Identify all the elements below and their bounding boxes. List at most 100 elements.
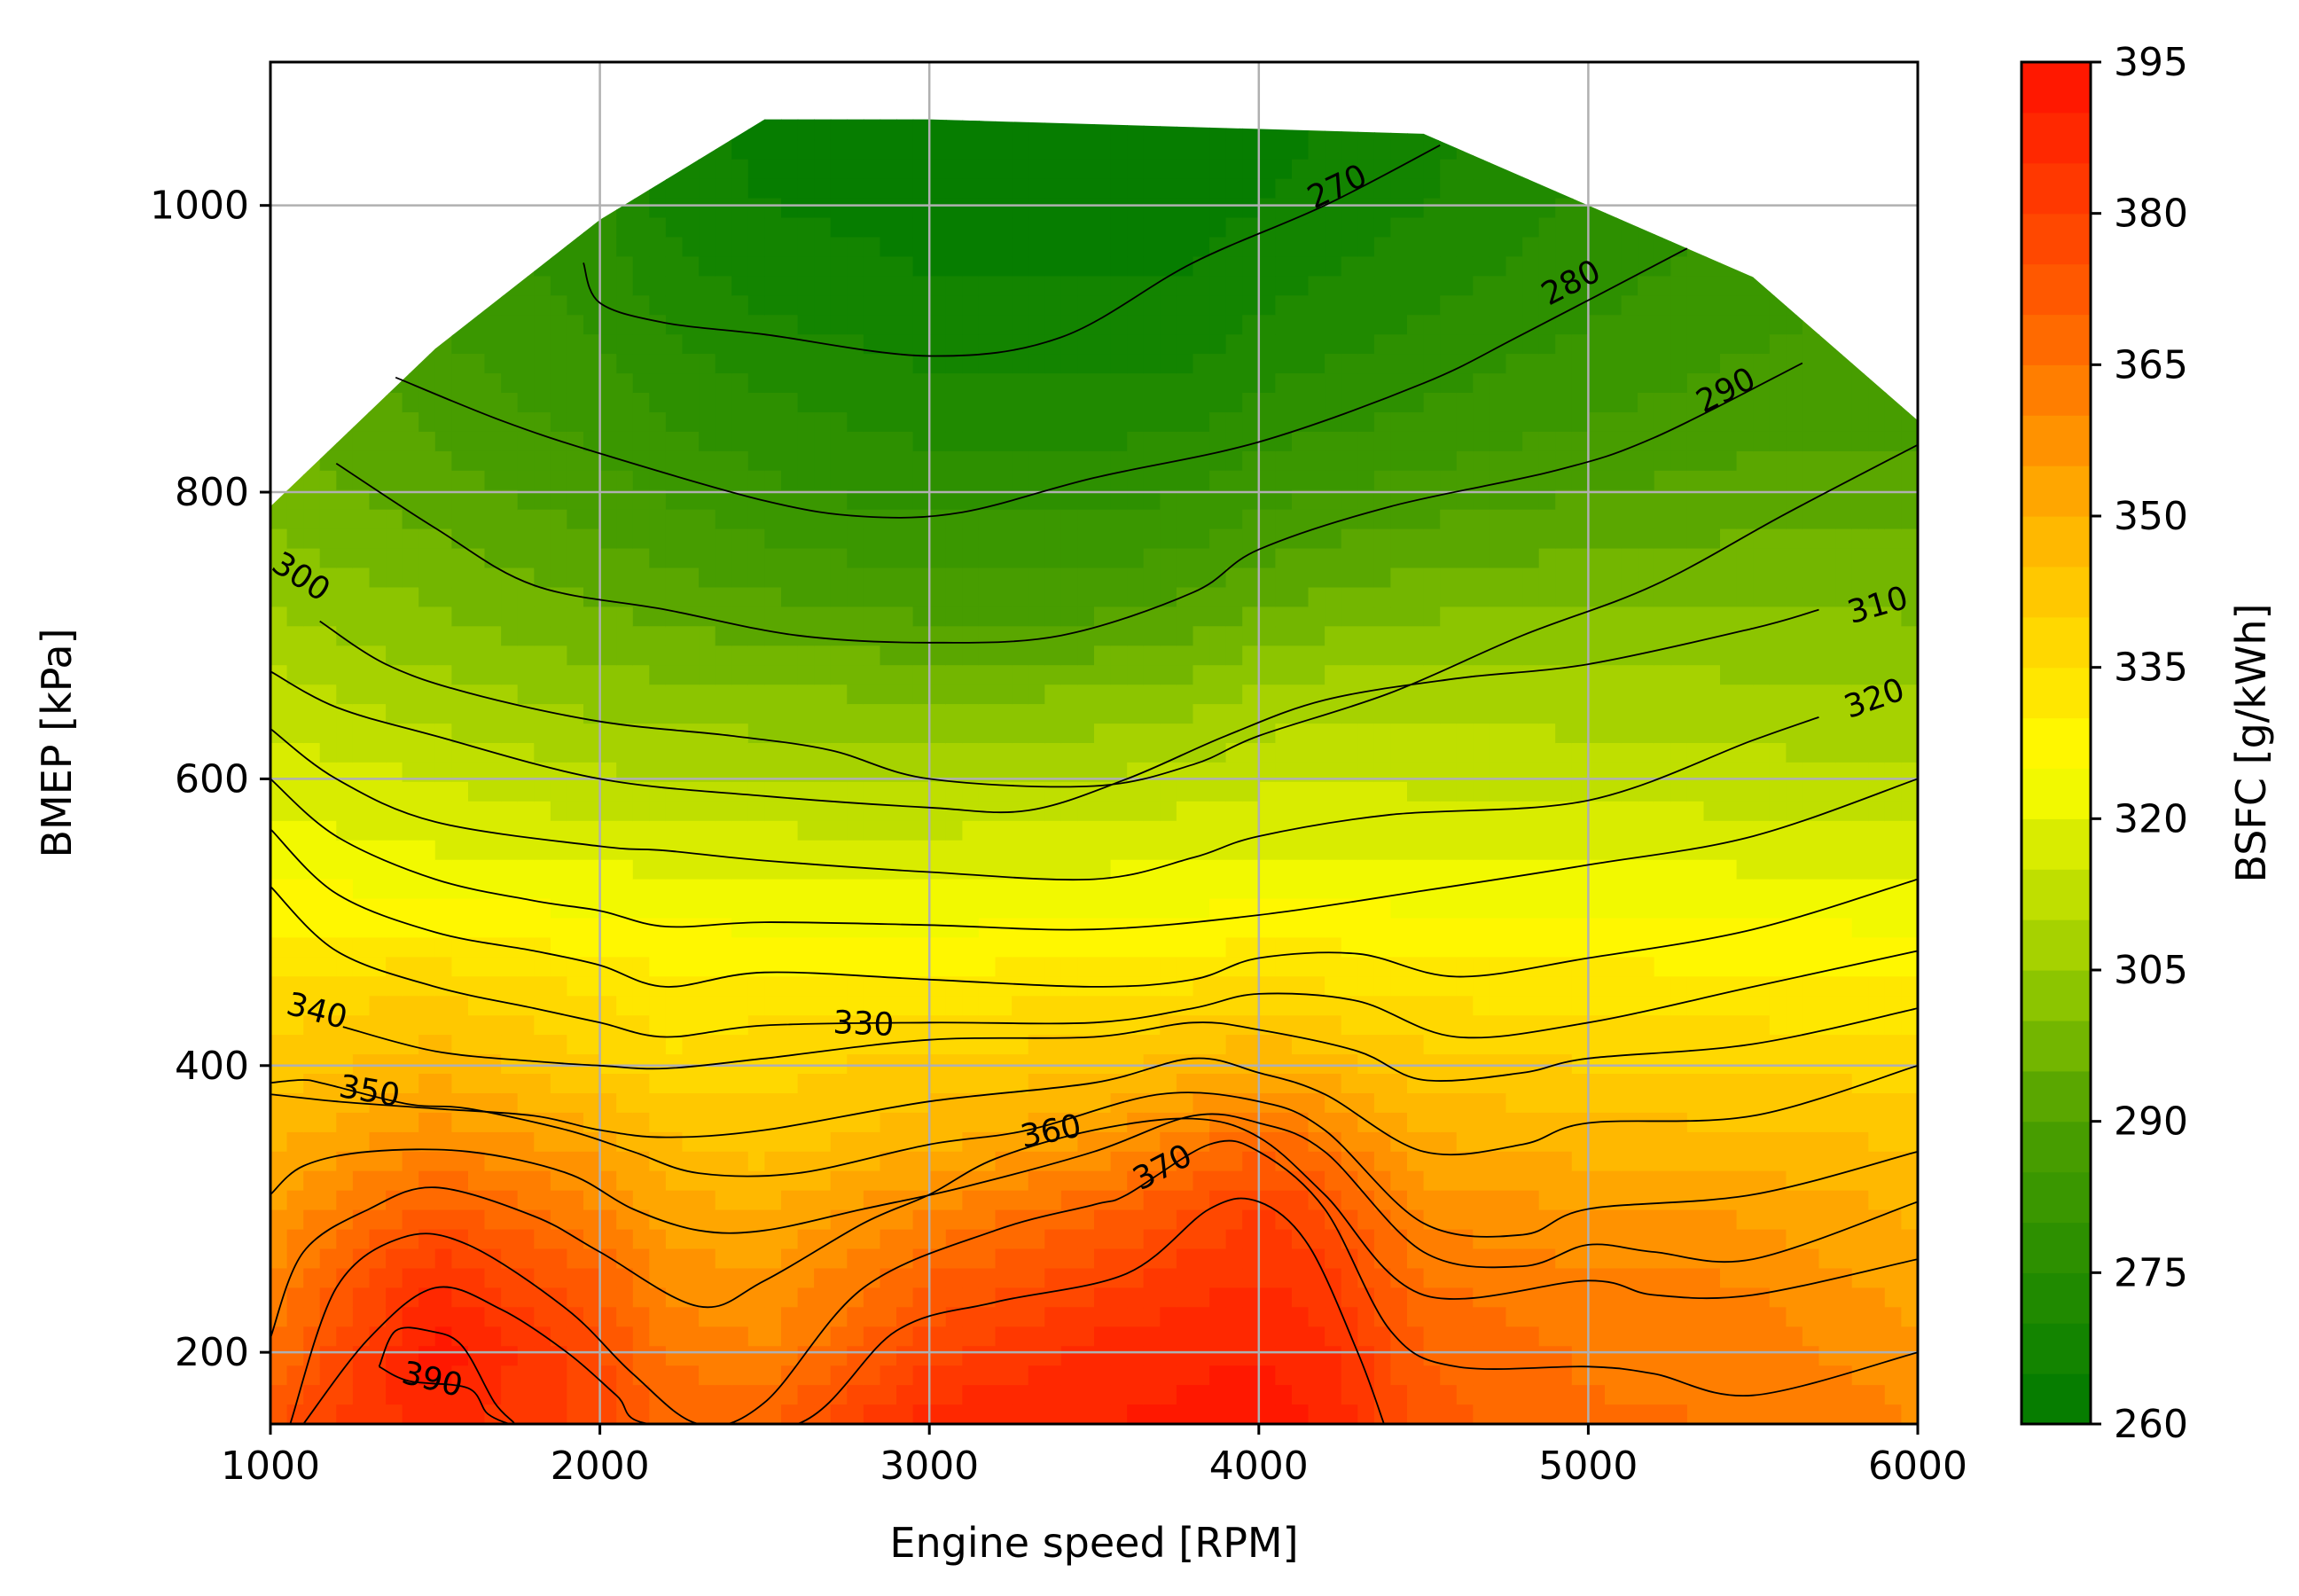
field-cell xyxy=(896,743,914,763)
field-cell xyxy=(352,217,371,239)
field-cell xyxy=(336,665,354,685)
field-cell xyxy=(945,781,964,802)
field-cell xyxy=(1390,1365,1408,1386)
field-cell xyxy=(1242,1326,1260,1347)
field-cell xyxy=(1325,256,1342,278)
field-cell xyxy=(1407,1404,1425,1424)
field-cell xyxy=(1325,276,1342,297)
field-cell xyxy=(1127,315,1145,335)
field-cell xyxy=(797,762,815,783)
field-cell xyxy=(912,528,930,550)
field-cell xyxy=(797,334,815,355)
field-cell xyxy=(484,256,502,278)
field-cell xyxy=(1424,82,1441,102)
field-cell xyxy=(319,470,338,491)
field-cell xyxy=(1160,1151,1177,1172)
field-cell xyxy=(468,840,486,861)
field-cell xyxy=(534,1229,551,1250)
field-cell xyxy=(1308,548,1325,569)
field-cell xyxy=(468,976,486,997)
field-cell xyxy=(912,743,930,763)
field-cell xyxy=(1012,1093,1029,1114)
field-cell xyxy=(1160,1385,1177,1405)
field-cell xyxy=(797,879,815,900)
field-cell xyxy=(1225,334,1243,355)
field-cell xyxy=(632,119,651,121)
field-cell xyxy=(682,1015,700,1036)
field-cell xyxy=(517,120,536,141)
field-cell xyxy=(847,1015,864,1036)
field-cell xyxy=(336,606,354,628)
field-cell xyxy=(1258,393,1277,413)
field-cell xyxy=(682,898,700,919)
field-cell xyxy=(1044,62,1061,82)
field-cell xyxy=(319,587,338,608)
field-cell xyxy=(847,1074,864,1094)
field-cell xyxy=(434,704,453,724)
field-cell xyxy=(517,898,536,919)
field-cell xyxy=(1423,626,1441,646)
field-cell xyxy=(764,62,781,82)
field-cell xyxy=(1077,120,1095,141)
field-cell xyxy=(847,685,864,705)
field-cell xyxy=(699,237,716,258)
field-cell xyxy=(468,898,486,919)
field-cell xyxy=(484,567,502,589)
field-cell xyxy=(1143,237,1161,258)
field-cell xyxy=(1077,724,1095,744)
field-cell xyxy=(1094,295,1112,316)
field-cell xyxy=(747,431,766,452)
field-cell xyxy=(1258,976,1277,997)
field-cell xyxy=(303,1248,321,1270)
field-cell xyxy=(781,412,799,433)
field-cell xyxy=(1275,743,1293,763)
field-cell xyxy=(567,665,584,685)
field-cell xyxy=(912,801,930,822)
field-cell xyxy=(781,120,799,141)
field-cell xyxy=(319,373,338,394)
field-cell xyxy=(1110,256,1128,278)
field-cell xyxy=(649,217,667,239)
field-cell xyxy=(286,1151,304,1172)
field-cell xyxy=(1094,509,1112,530)
field-cell xyxy=(583,1287,601,1309)
field-cell xyxy=(303,315,321,335)
field-cell xyxy=(1407,431,1425,452)
field-cell xyxy=(682,1054,700,1075)
field-cell xyxy=(649,139,667,160)
field-cell xyxy=(912,393,930,413)
field-cell xyxy=(863,276,881,297)
field-cell xyxy=(929,276,947,297)
field-cell xyxy=(1060,1326,1079,1347)
field-cell xyxy=(484,859,502,880)
field-cell xyxy=(747,801,766,822)
field-cell xyxy=(1357,354,1375,374)
field-cell xyxy=(286,704,304,724)
field-cell xyxy=(797,470,815,491)
field-cell xyxy=(1012,373,1029,394)
field-cell xyxy=(847,334,864,355)
field-cell xyxy=(319,743,338,763)
field-cell xyxy=(1060,781,1079,802)
field-cell xyxy=(319,528,338,550)
field-cell xyxy=(1176,1365,1194,1386)
field-cell xyxy=(1144,62,1161,82)
field-cell xyxy=(501,489,519,511)
field-cell xyxy=(1308,1190,1325,1211)
field-cell xyxy=(830,237,848,258)
field-cell xyxy=(1275,1365,1293,1386)
field-cell xyxy=(484,393,502,413)
field-cell xyxy=(402,859,419,880)
field-cell xyxy=(847,217,864,239)
field-cell xyxy=(1390,548,1408,569)
field-cell xyxy=(962,62,979,82)
field-cell xyxy=(715,354,733,374)
field-cell xyxy=(616,489,634,511)
field-cell xyxy=(649,1209,667,1231)
field-cell xyxy=(731,587,749,608)
field-cell xyxy=(880,120,897,141)
field-cell xyxy=(1012,450,1029,472)
field-cell xyxy=(1242,1365,1260,1386)
field-cell xyxy=(962,119,980,121)
field-cell xyxy=(303,1190,321,1211)
